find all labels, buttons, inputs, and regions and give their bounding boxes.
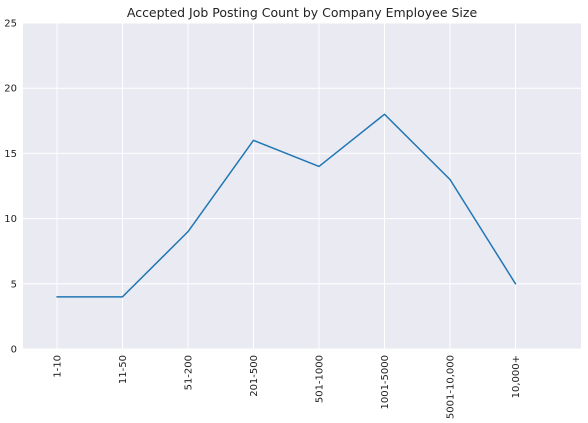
series-group	[56, 113, 517, 298]
chart-title: Accepted Job Posting Count by Company Em…	[127, 5, 478, 20]
x-tick-label: 11-50	[118, 355, 129, 384]
y-tick-label: 25	[4, 19, 17, 30]
plot-area	[23, 23, 581, 349]
x-tick-label: 501-1000	[315, 355, 326, 403]
x-gridlines	[56, 23, 516, 349]
x-tick-label: 1001-5000	[380, 355, 391, 410]
y-tick-label: 20	[4, 84, 17, 95]
x-tick-label: 201-500	[249, 355, 260, 397]
y-tick-label: 0	[11, 345, 17, 356]
x-tick-label: 1-10	[53, 355, 64, 378]
y-tick-label: 10	[4, 214, 17, 225]
y-gridlines	[23, 22, 581, 350]
y-tick-label: 15	[4, 149, 17, 160]
x-tick-label: 5001-10,000	[446, 355, 457, 419]
x-tick-labels: 1-10 11-50 51-200 201-500 501-1000 1001-5000 5…	[53, 355, 523, 419]
series-line	[56, 113, 517, 298]
y-tick-labels: 0 5 10 15 20 25	[4, 19, 17, 356]
y-tick-label: 5	[11, 279, 17, 290]
x-tick-label: 51-200	[184, 355, 195, 390]
x-tick-label: 10,000+	[511, 355, 522, 398]
